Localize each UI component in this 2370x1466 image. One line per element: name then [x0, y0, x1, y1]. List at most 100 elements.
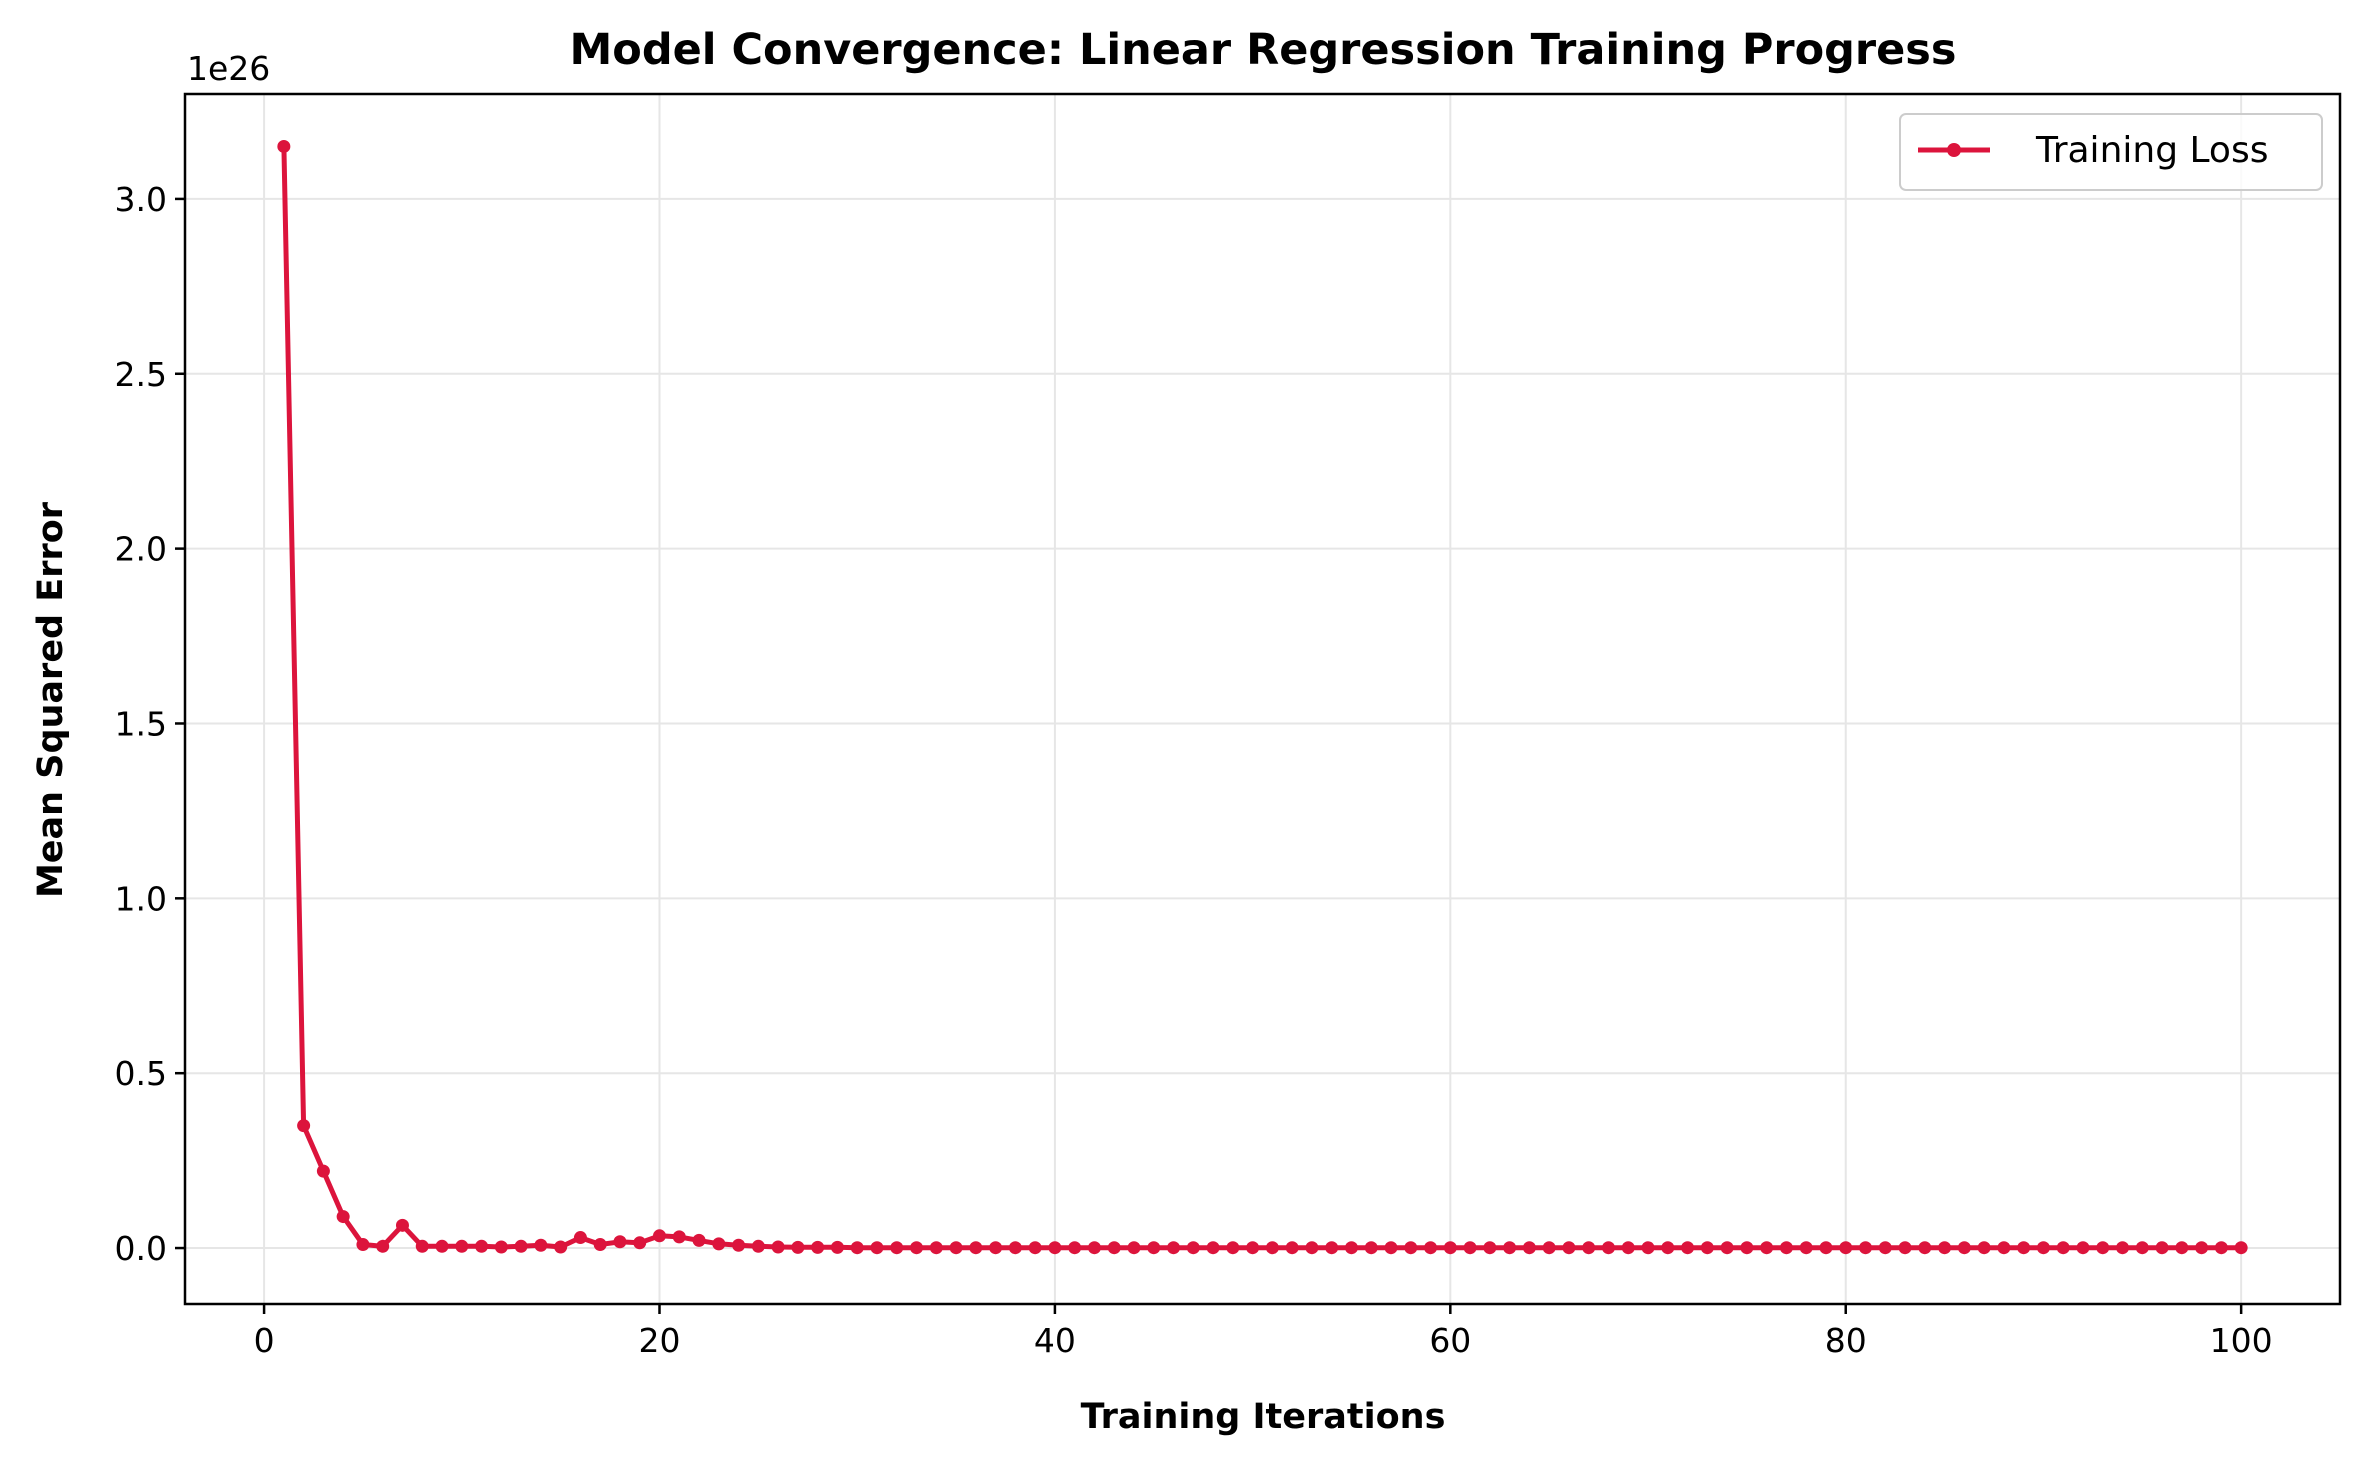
data-point: [2195, 1241, 2209, 1255]
data-point: [1918, 1241, 1932, 1255]
data-point: [316, 1164, 330, 1178]
series-line-training-loss: [281, 144, 2244, 1251]
data-point: [1621, 1241, 1635, 1255]
axis-ticks: 0 20 40 60 80 100 0.0 0.5 1.0 1.5 2.0 2.5 3.0: [115, 180, 2273, 1360]
data-point: [2135, 1241, 2149, 1255]
data-point: [1542, 1241, 1556, 1255]
chart-title: Model Convergence: Linear Regression Tra…: [570, 25, 1957, 75]
data-point: [1107, 1241, 1121, 1255]
legend-point-marker: [1947, 143, 1961, 157]
data-point: [870, 1241, 884, 1255]
data-point: [850, 1241, 864, 1255]
data-point: [1424, 1241, 1438, 1255]
data-point: [929, 1241, 943, 1255]
data-point: [1167, 1241, 1181, 1255]
y-tick-label: 2.0: [115, 530, 167, 569]
data-point: [435, 1239, 449, 1253]
data-point: [2234, 1241, 2248, 1255]
data-point: [771, 1240, 785, 1254]
data-point: [376, 1239, 390, 1253]
data-point: [969, 1241, 983, 1255]
data-point: [455, 1239, 469, 1253]
series-layer: [277, 139, 2248, 1255]
data-point: [1938, 1241, 1952, 1255]
data-point: [672, 1230, 686, 1244]
data-point: [613, 1235, 627, 1249]
data-point: [2056, 1241, 2070, 1255]
data-point: [791, 1240, 805, 1254]
data-point: [1008, 1241, 1022, 1255]
data-point: [1562, 1241, 1576, 1255]
y-tick-label: 0.5: [115, 1054, 167, 1093]
data-point: [890, 1241, 904, 1255]
data-point: [1977, 1241, 1991, 1255]
data-point: [751, 1239, 765, 1253]
data-point: [949, 1241, 963, 1255]
data-point: [415, 1239, 429, 1253]
data-point: [2175, 1241, 2189, 1255]
data-point: [1048, 1241, 1062, 1255]
data-point: [712, 1237, 726, 1251]
data-point: [692, 1233, 706, 1247]
data-point: [1760, 1241, 1774, 1255]
data-point: [2036, 1241, 2050, 1255]
data-point: [1779, 1241, 1793, 1255]
data-point: [1246, 1241, 1260, 1255]
data-point: [395, 1218, 409, 1232]
data-point: [1147, 1241, 1161, 1255]
legend-label-training-loss: Training Loss: [2035, 130, 2268, 171]
y-tick-label: 2.5: [115, 355, 167, 394]
data-point: [1661, 1241, 1675, 1255]
x-tick-label: 100: [2210, 1321, 2273, 1360]
x-tick-label: 80: [1825, 1321, 1867, 1360]
data-point: [1997, 1241, 2011, 1255]
y-axis-title: Mean Squared Error: [31, 501, 71, 898]
data-point: [356, 1238, 370, 1252]
data-point: [1087, 1241, 1101, 1255]
legend: Training Loss: [1899, 113, 2323, 191]
data-point: [1641, 1241, 1655, 1255]
data-point: [1384, 1241, 1398, 1255]
data-point: [1028, 1241, 1042, 1255]
data-point: [1898, 1241, 1912, 1255]
data-point: [1443, 1241, 1457, 1255]
plot-area-frame: [183, 92, 2342, 1306]
data-point: [336, 1210, 350, 1224]
data-point: [830, 1240, 844, 1254]
data-point: [652, 1229, 666, 1243]
data-point: [1601, 1241, 1615, 1255]
data-point: [2155, 1241, 2169, 1255]
data-point: [1305, 1241, 1319, 1255]
data-point: [1068, 1241, 1082, 1255]
data-point: [475, 1239, 489, 1253]
data-point: [2017, 1241, 2031, 1255]
legend-box: [1899, 113, 2323, 191]
data-point: [2116, 1241, 2130, 1255]
data-point: [1325, 1241, 1339, 1255]
data-point: [1839, 1241, 1853, 1255]
data-point: [573, 1231, 587, 1245]
data-point: [1878, 1241, 1892, 1255]
data-point: [1799, 1241, 1813, 1255]
data-point: [1957, 1241, 1971, 1255]
data-point: [1127, 1241, 1141, 1255]
y-tick-label: 3.0: [115, 180, 167, 219]
data-point: [1186, 1241, 1200, 1255]
data-point: [1344, 1241, 1358, 1255]
data-point: [1265, 1241, 1279, 1255]
data-point: [554, 1240, 568, 1254]
data-point: [1720, 1241, 1734, 1255]
y-tick-label: 1.0: [115, 879, 167, 918]
data-point: [1859, 1241, 1873, 1255]
y-axis-scale-label: 1e26: [187, 49, 270, 88]
data-point: [1483, 1241, 1497, 1255]
y-tick-label: 1.5: [115, 704, 167, 743]
data-point: [1740, 1241, 1754, 1255]
y-tick-label: 0.0: [115, 1229, 167, 1268]
data-point: [494, 1240, 508, 1254]
data-point: [2096, 1241, 2110, 1255]
data-point: [514, 1239, 528, 1253]
data-point: [811, 1240, 825, 1254]
x-axis-title: Training Iterations: [1081, 1397, 1446, 1437]
